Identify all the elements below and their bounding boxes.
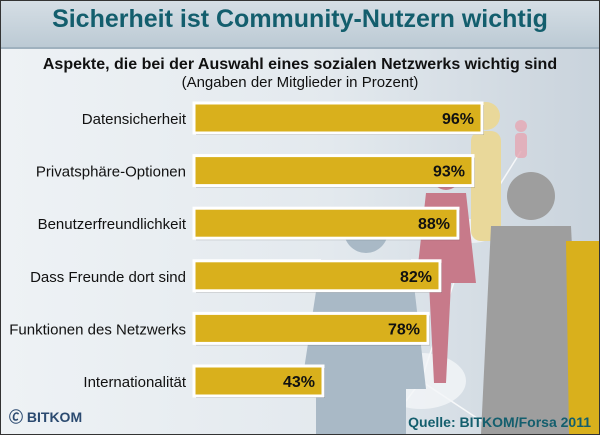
bar	[192, 311, 430, 345]
value-label: 78%	[388, 321, 420, 338]
category-label: Dass Freunde dort sind	[30, 269, 186, 286]
title-bar: Sicherheit ist Community-Nutzern wichtig	[1, 1, 599, 49]
category-label: Privatsphäre-Optionen	[36, 164, 186, 181]
bar	[192, 364, 325, 398]
bar	[192, 259, 442, 293]
category-label: Datensicherheit	[82, 111, 187, 128]
logo-text: BITKOM	[26, 409, 83, 425]
bar	[192, 154, 475, 188]
category-label: Benutzerfreundlichkeit	[38, 216, 187, 233]
category-label: Funktionen des Netzwerks	[9, 321, 186, 338]
value-label: 93%	[433, 164, 465, 181]
value-label: 43%	[283, 374, 315, 391]
source-note: Quelle: BITKOM/Forsa 2011	[408, 414, 591, 430]
value-label: 88%	[418, 216, 450, 233]
chart-subtitle: Aspekte, die bei der Auswahl eines sozia…	[42, 56, 558, 73]
bar	[192, 101, 484, 135]
logo-icon: 🄫	[9, 409, 23, 425]
chart-note: (Angaben der Mitglieder in Prozent)	[181, 74, 419, 91]
category-label: Internationalität	[83, 374, 186, 391]
chart-title: Sicherheit ist Community-Nutzern wichtig	[52, 5, 548, 33]
bitkom-logo: 🄫 BITKOM	[9, 407, 82, 427]
bar	[192, 206, 460, 240]
value-label: 82%	[400, 269, 432, 286]
value-label: 96%	[442, 111, 474, 128]
